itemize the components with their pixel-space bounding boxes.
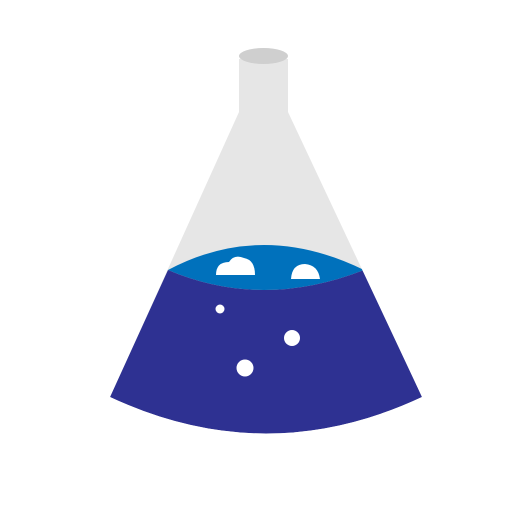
bubble-large <box>236 359 254 377</box>
liquid <box>110 270 422 434</box>
foam-right <box>291 264 320 279</box>
foam-left <box>216 256 255 275</box>
bubble-small <box>215 304 225 314</box>
bubble-medium <box>284 330 300 346</box>
flask-neck-opening <box>239 48 288 64</box>
flask-contents <box>110 245 422 434</box>
